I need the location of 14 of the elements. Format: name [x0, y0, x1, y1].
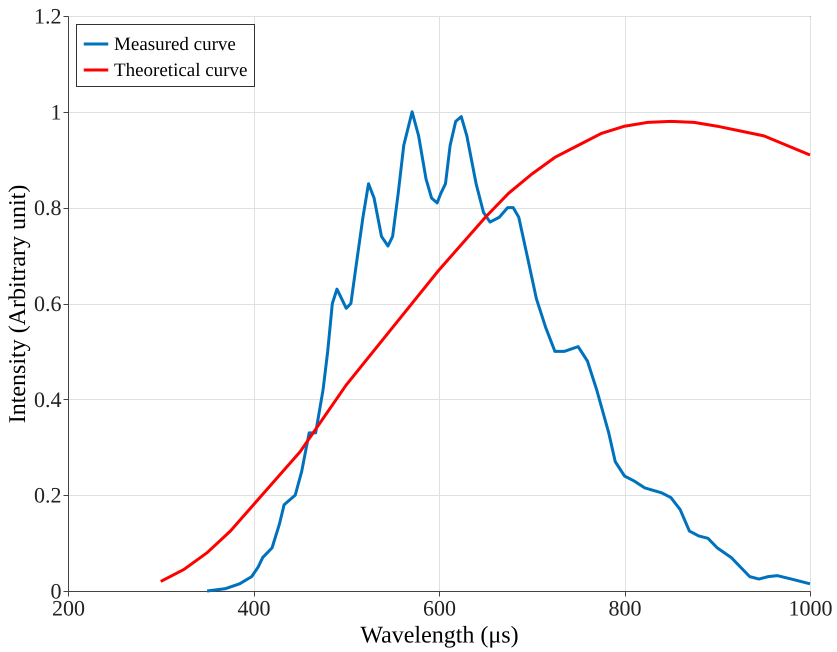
y-tick-label: 1: [50, 99, 62, 124]
x-tick-label: 400: [238, 596, 270, 620]
y-tick-label: 0.4: [34, 386, 62, 412]
y-tick-label: 0.2: [34, 482, 62, 508]
x-tick-label: 1000: [788, 596, 832, 620]
y-tick-label: 0.6: [34, 291, 62, 316]
x-tick-label: 800: [608, 596, 642, 620]
x-tick-label: 600: [423, 596, 456, 620]
x-axis-title: Wavelength (μs): [360, 622, 519, 648]
y-tick-label: 1.2: [34, 4, 62, 28]
legend-label: Measured curve: [114, 34, 236, 55]
y-axis-title: Intensity (Arbitrary unit): [5, 184, 31, 424]
legend-label: Theoretical curve: [114, 60, 248, 81]
y-tick-label: 0.8: [34, 195, 62, 220]
